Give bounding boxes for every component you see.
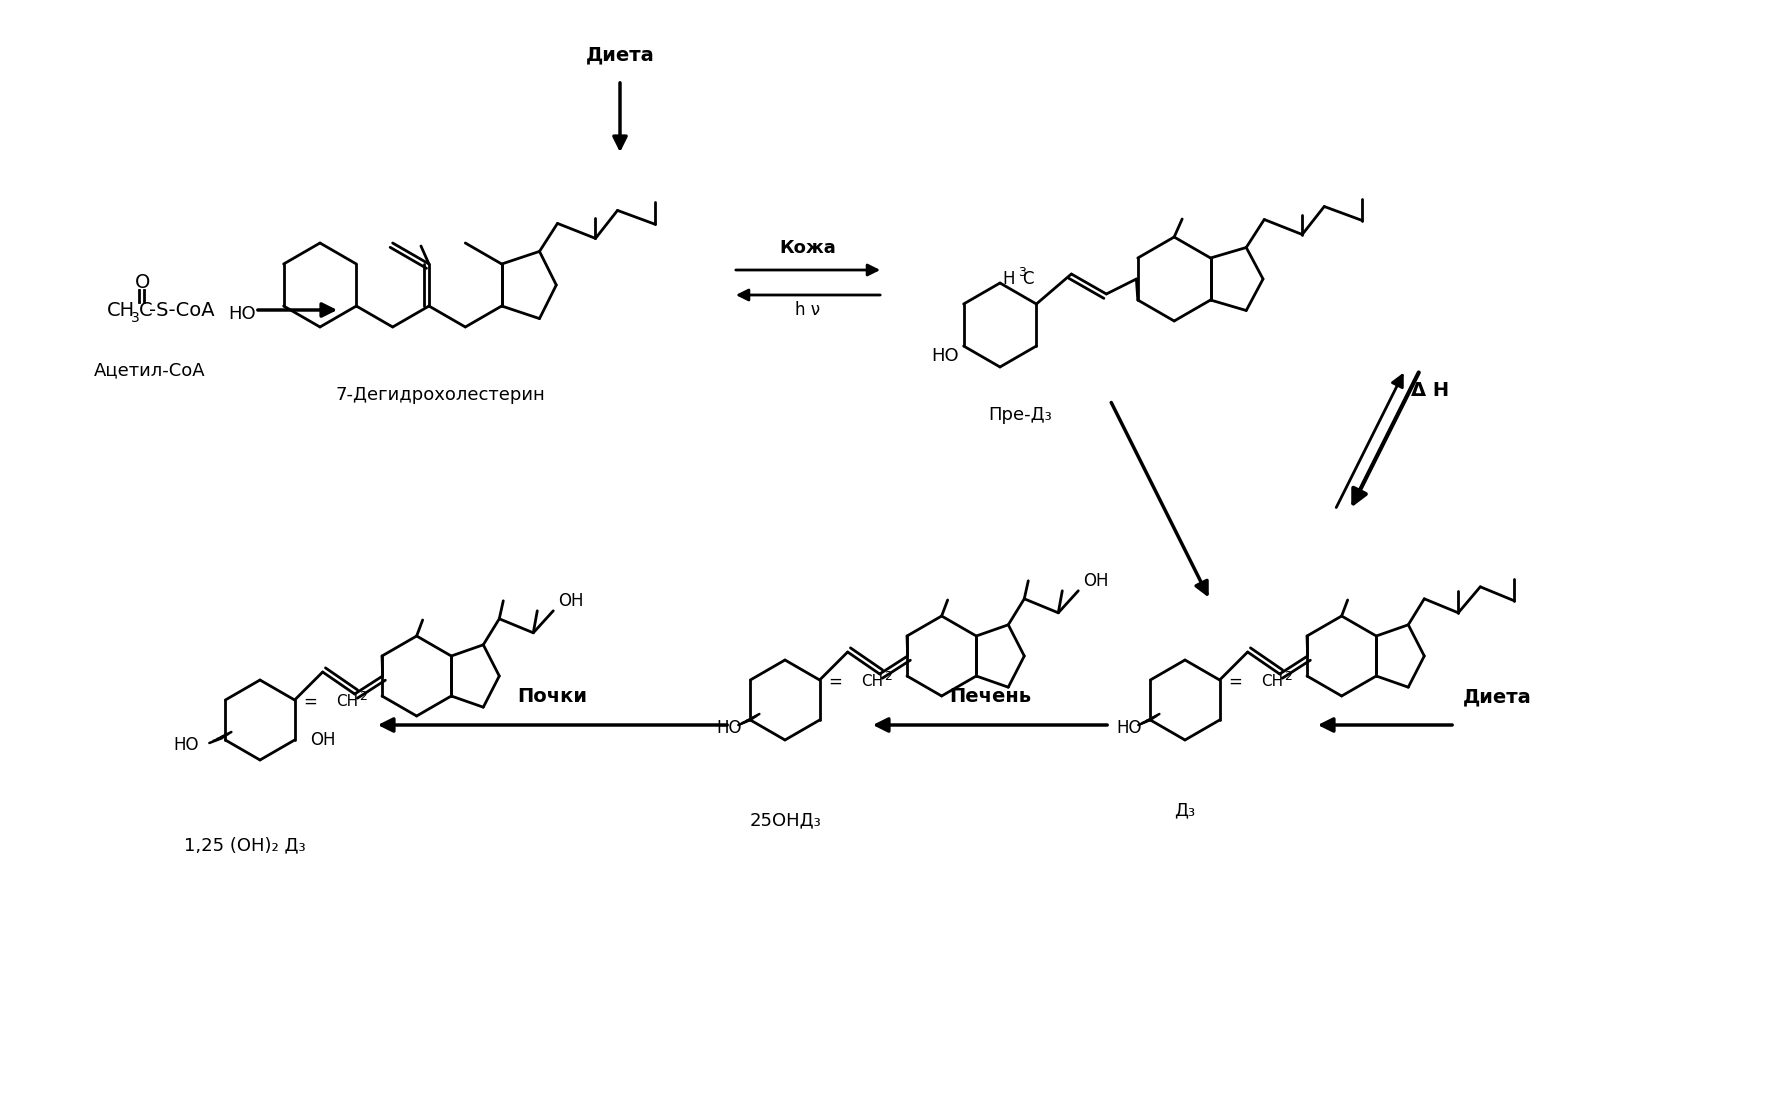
Text: Диета: Диета <box>1463 687 1531 706</box>
Text: Δ H: Δ H <box>1410 381 1449 400</box>
Text: Почки: Почки <box>517 687 588 706</box>
Text: =: = <box>1229 673 1243 691</box>
Text: -S-CoA: -S-CoA <box>149 300 215 319</box>
Text: 2: 2 <box>359 691 366 703</box>
Text: Диета: Диета <box>586 46 654 65</box>
Text: CH: CH <box>336 694 357 710</box>
Text: OH: OH <box>558 591 584 609</box>
Text: 2: 2 <box>884 671 892 683</box>
Text: H: H <box>1002 270 1014 288</box>
Text: Печень: Печень <box>948 687 1032 706</box>
Text: 3: 3 <box>1018 266 1027 279</box>
Text: OH: OH <box>1083 571 1108 589</box>
Text: CH: CH <box>107 300 135 319</box>
Text: OH: OH <box>309 731 336 749</box>
Text: HO: HO <box>931 347 959 365</box>
Text: Кожа: Кожа <box>780 239 836 257</box>
Text: Пре-Д₃: Пре-Д₃ <box>987 406 1051 424</box>
Text: HO: HO <box>174 735 199 754</box>
Text: C: C <box>1023 270 1034 288</box>
Text: CH: CH <box>861 674 883 690</box>
Text: Ацетил-СоА: Ацетил-СоА <box>94 360 206 379</box>
Text: C: C <box>139 300 153 319</box>
Text: O: O <box>135 272 151 291</box>
Text: 1,25 (ОН)₂ Д₃: 1,25 (ОН)₂ Д₃ <box>185 836 305 854</box>
Text: HO: HO <box>227 305 256 323</box>
Text: HO: HO <box>718 719 742 737</box>
Text: =: = <box>304 693 318 711</box>
Text: 3: 3 <box>131 311 140 325</box>
Text: Д₃: Д₃ <box>1174 801 1195 819</box>
Text: 7-Дегидрохолестерин: 7-Дегидрохолестерин <box>336 386 545 404</box>
Text: 25ОНД₃: 25ОНД₃ <box>749 811 821 829</box>
Text: h ν: h ν <box>796 301 821 319</box>
Text: HO: HO <box>1117 719 1142 737</box>
Text: 2: 2 <box>1284 671 1291 683</box>
Text: =: = <box>829 673 842 691</box>
Text: CH: CH <box>1261 674 1282 690</box>
